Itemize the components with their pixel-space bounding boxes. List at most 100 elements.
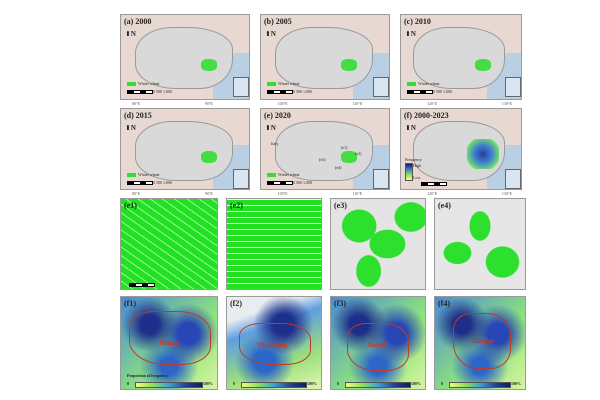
wheat-area (341, 151, 357, 163)
freq-legend-bar (405, 163, 413, 181)
annotation-italy: Italy (271, 141, 279, 146)
annotation-e1: (e1) (341, 145, 348, 150)
legend-wheat: Winter wheat (127, 81, 160, 87)
scale-text: 0 500 1,000 (433, 89, 452, 94)
north-arrow-icon: ⬆N (405, 124, 416, 132)
south-china-sea-inset (373, 169, 389, 189)
freq-legend-low: Low (413, 175, 421, 180)
freq-panel-f2: Shandong (f2) 0 100% (226, 296, 322, 390)
colorbar-max: 100% (307, 381, 317, 386)
freq-panel-f1: Henan (f1) Proportion of frequency 0 100… (120, 296, 218, 390)
frequency-hotspot (467, 139, 499, 169)
panel-label: (f4) (438, 299, 450, 308)
annotation-e3: (e3) (319, 157, 326, 162)
detail-panel-e1: (e1) (120, 198, 218, 290)
lon-ticks-2: 80°E 90°E 100°E 110°E 120°E 130°E (132, 191, 512, 196)
map-panel-f: (f) 2000-2023 ⬆N Frequency High Low (400, 108, 522, 190)
panel-label: (c) 2010 (404, 17, 431, 26)
wheat-area (475, 59, 491, 71)
south-china-sea-inset (373, 77, 389, 97)
map-panel-b: (b) 2005 ⬆N Winter wheat 0 500 1,000 (260, 14, 390, 100)
province-label: Henan (159, 339, 179, 347)
scale-bar (127, 90, 153, 94)
south-china-sea-inset (233, 77, 249, 97)
panel-label: (a) 2000 (124, 17, 152, 26)
colorbar-min: 0 (441, 381, 443, 386)
legend-wheat: Winter wheat (407, 81, 440, 87)
colorbar-title: Proportion of frequency (127, 373, 169, 378)
colorbar (241, 382, 307, 388)
panel-label: (f3) (334, 299, 346, 308)
panel-label: (f2) (230, 299, 242, 308)
north-arrow-icon: ⬆N (405, 30, 416, 38)
panel-label: (d) 2015 (124, 111, 152, 120)
wheat-area (201, 151, 217, 163)
north-arrow-icon: ⬆N (265, 30, 276, 38)
freq-panel-f3: Anhui (f3) 0 100% (330, 296, 426, 390)
china-outline (413, 27, 505, 89)
colorbar-min: 0 (233, 381, 235, 386)
panel-label: (b) 2005 (264, 17, 292, 26)
scale-bar (407, 90, 433, 94)
china-outline (275, 27, 373, 89)
province-border (129, 311, 211, 365)
detail-panel-e3: (e3) (330, 198, 426, 290)
colorbar-max: 100% (203, 381, 213, 386)
province-label: Shandong (257, 341, 287, 349)
wheat-area (201, 59, 217, 71)
south-china-sea-inset (505, 77, 521, 97)
map-panel-a: (a) 2000 ⬆N Winter wheat 0 500 1,000 (120, 14, 250, 100)
map-panel-d: (d) 2015 ⬆N Winter wheat 0 500 1,000 (120, 108, 250, 190)
map-panel-c: (c) 2010 ⬆N Winter wheat 0 500 1,000 (400, 14, 522, 100)
scale-bar (267, 90, 293, 94)
province-border (453, 313, 511, 369)
wheat-area (341, 59, 357, 71)
colorbar-max: 100% (411, 381, 421, 386)
scale-bar (127, 181, 153, 185)
detail-panel-e2: (e2) (226, 198, 322, 290)
panel-label: (e1) (124, 201, 137, 210)
legend-wheat: Winter wheat (267, 172, 300, 178)
scale-text: 0 500 1,000 (153, 89, 172, 94)
colorbar-min: 0 (127, 381, 129, 386)
freq-legend-title: Frequency (405, 157, 422, 162)
colorbar (345, 382, 411, 388)
annotation-e2: (e2) (355, 151, 362, 156)
lon-ticks: 80°E 90°E 100°E 110°E 120°E 130°E (132, 101, 512, 106)
south-china-sea-inset (505, 169, 521, 189)
legend-wheat: Winter wheat (267, 81, 300, 87)
scale-text: 0 500 1,000 (153, 180, 172, 185)
detail-panel-e4: (e4) (434, 198, 526, 290)
colorbar-max: 100% (511, 381, 521, 386)
scale-bar (267, 181, 293, 185)
province-border (239, 323, 311, 365)
annotation-e4: (e4) (335, 165, 342, 170)
panel-label: (f) 2000-2023 (404, 111, 449, 120)
north-arrow-icon: ⬆N (125, 124, 136, 132)
map-panel-e: (e) 2020 ⬆N Italy (e1) (e2) (e3) (e4) Wi… (260, 108, 390, 190)
freq-panel-f4: Jiangsu (f4) 0 100% (434, 296, 526, 390)
panel-label: (f1) (124, 299, 136, 308)
china-outline (135, 121, 233, 181)
panel-label: (e4) (438, 201, 451, 210)
province-border (347, 323, 409, 371)
province-label: Anhui (367, 341, 386, 349)
scale-text: 0 500 1,000 (293, 180, 312, 185)
legend-wheat: Winter wheat (127, 172, 160, 178)
panel-label: (e3) (334, 201, 347, 210)
freq-legend-high: High (413, 163, 421, 168)
scale-bar (129, 283, 155, 287)
panel-label: (e) 2020 (264, 111, 291, 120)
scale-bar (421, 182, 447, 186)
scale-text: 0 500 1,000 (293, 89, 312, 94)
colorbar-min: 0 (337, 381, 339, 386)
colorbar (449, 382, 511, 388)
south-china-sea-inset (233, 169, 249, 189)
panel-label: (e2) (230, 201, 243, 210)
north-arrow-icon: ⬆N (125, 30, 136, 38)
china-outline (135, 27, 233, 89)
province-label: Jiangsu (471, 337, 494, 345)
north-arrow-icon: ⬆N (265, 124, 276, 132)
china-outline (275, 121, 373, 181)
colorbar (135, 382, 203, 388)
